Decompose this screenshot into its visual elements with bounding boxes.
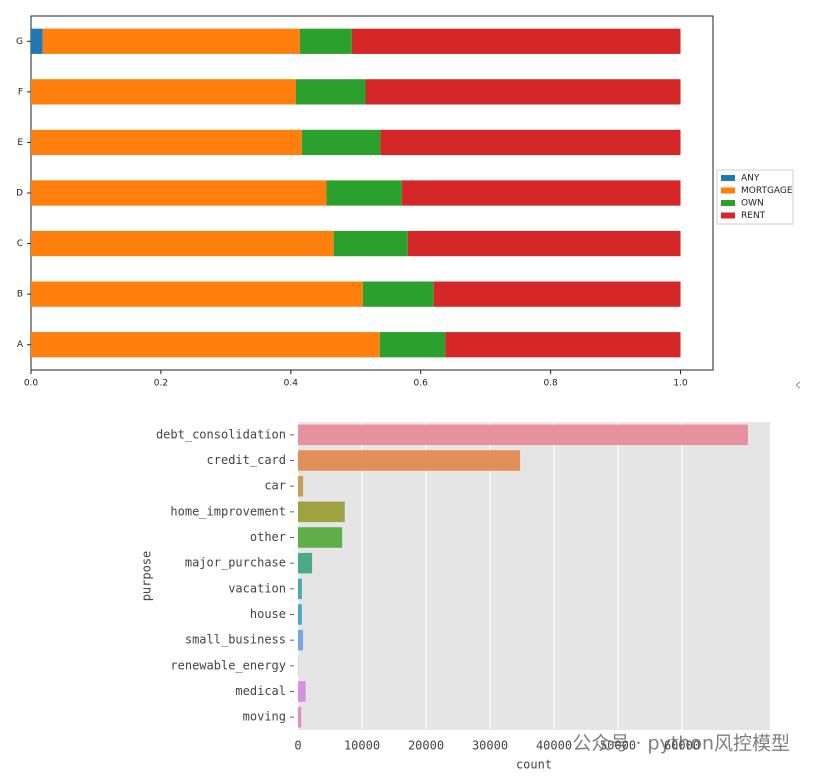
legend-swatch [721,200,735,206]
y-axis-label: purpose [140,551,154,602]
bar-segment [296,79,366,105]
x-tick-label: 60000 [664,739,700,753]
bar [298,475,304,497]
x-tick-label: 0.6 [414,379,429,389]
bar [298,604,302,625]
x-tick-label: 0.2 [154,379,168,389]
y-tick-label: F [18,87,23,97]
x-tick-label: 0.4 [284,379,299,389]
x-tick-label: 30000 [472,739,508,753]
bar-segment [31,281,363,307]
bar-segment [351,28,681,54]
x-tick-label: 40000 [536,739,572,753]
y-tick-label: debt_consolidation [156,427,286,441]
bar-segment [301,129,381,156]
bar [298,501,345,523]
bar-segment [31,28,43,54]
y-tick-label: major_purchase [185,556,286,570]
y-tick-label: D [16,189,23,199]
y-tick-label: G [16,37,23,47]
y-tick-label: house [250,607,286,621]
bar [298,578,302,600]
y-tick-label: other [250,530,286,544]
bar-segment [407,230,681,257]
bar-segment [401,180,681,206]
bar-segment [379,332,446,358]
y-tick-label: vacation [228,581,286,595]
bar [298,527,343,548]
x-tick-label: 0 [294,739,301,753]
legend-label: RENT [741,211,766,221]
legend-label: ANY [741,174,760,184]
bar [298,424,748,446]
legend-label: OWN [741,199,764,209]
y-tick-label: E [17,138,23,148]
x-tick-label: 50000 [600,739,636,753]
bar-segment [433,281,681,307]
bar [298,706,302,728]
bar-segment [333,230,408,257]
plot-area [298,422,770,730]
bar [298,681,306,702]
bar-segment [31,332,380,358]
legend-swatch [721,187,735,194]
y-tick-label: credit_card [207,453,286,467]
x-tick-label: 1.0 [673,379,688,389]
y-tick-label: moving [243,710,286,724]
y-tick-label: small_business [185,633,286,647]
bar-segment [445,332,681,358]
bar [298,629,304,651]
legend-swatch [721,175,735,181]
bar-segment [299,28,352,54]
bar-segment [31,180,327,206]
x-tick-label: 10000 [344,739,380,753]
y-tick-label: car [264,479,286,493]
bar-segment [31,129,302,156]
watermark: 公众号 · python风控模型 [572,733,790,755]
bar-segment [365,79,681,105]
bar-segment [380,129,681,156]
bar-segment [326,180,402,206]
y-tick-label: A [17,340,24,350]
bar-segment [362,281,434,307]
x-axis-label: count [516,758,552,772]
bar [298,450,521,471]
bar [298,552,313,574]
y-tick-label: home_improvement [170,504,286,518]
y-tick-label: C [17,239,23,249]
y-tick-label: medical [235,684,286,698]
x-tick-label: 20000 [408,739,444,753]
legend-swatch [721,212,735,219]
x-tick-label: 0.0 [24,379,39,389]
y-tick-label: B [17,290,23,300]
x-tick-label: 0.8 [543,379,558,389]
bar-segment [31,230,334,257]
bar-segment [31,79,297,105]
legend-label: MORTGAGE [741,186,793,196]
y-tick-label: renewable_energy [170,658,286,672]
arrow-icon [795,381,801,389]
bar-segment [42,28,300,54]
